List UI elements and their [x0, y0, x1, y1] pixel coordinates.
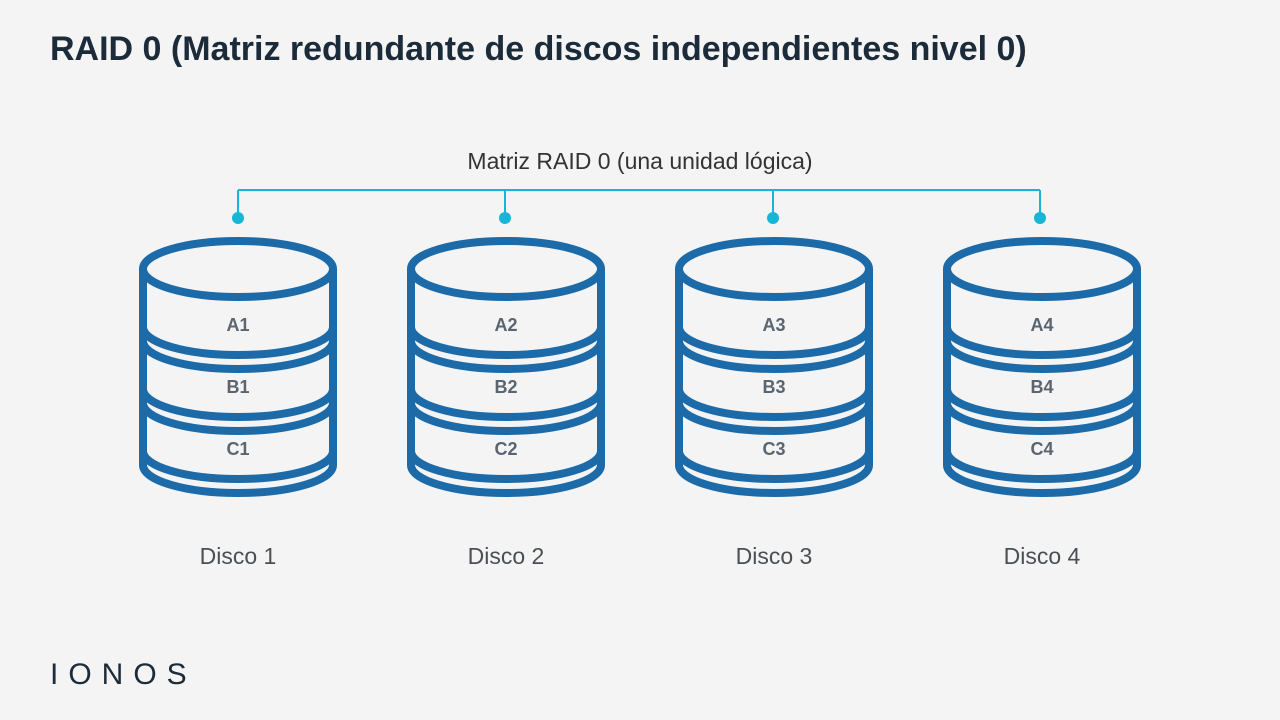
disk-segment-label: B3	[762, 377, 785, 397]
disk-segment-label: C3	[762, 439, 785, 459]
diagram-title: RAID 0 (Matriz redundante de discos inde…	[50, 30, 1027, 69]
disk-column: A4 B4 C4 Disco 4	[935, 235, 1149, 570]
connector-bracket	[0, 180, 1280, 230]
disk-segment-label: A4	[1030, 315, 1053, 335]
disk-cylinder-icon: A4 B4 C4	[935, 235, 1149, 525]
disk-column: A2 B2 C2 Disco 2	[399, 235, 613, 570]
disk-cylinder-icon: A3 B3 C3	[667, 235, 881, 525]
disk-segment-label: B1	[226, 377, 249, 397]
disk-cylinder-icon: A1 B1 C1	[131, 235, 345, 525]
disk-label: Disco 2	[468, 543, 545, 570]
disk-segment-label: B4	[1030, 377, 1053, 397]
disk-label: Disco 4	[1004, 543, 1081, 570]
disk-column: A3 B3 C3 Disco 3	[667, 235, 881, 570]
diagram-subtitle: Matriz RAID 0 (una unidad lógica)	[0, 148, 1280, 175]
disk-segment-label: B2	[494, 377, 517, 397]
disk-label: Disco 1	[200, 543, 277, 570]
disk-label: Disco 3	[736, 543, 813, 570]
disk-column: A1 B1 C1 Disco 1	[131, 235, 345, 570]
diagram-canvas: RAID 0 (Matriz redundante de discos inde…	[0, 0, 1280, 720]
disk-segment-label: A2	[494, 315, 517, 335]
disk-segment-label: C4	[1030, 439, 1053, 459]
disk-segment-label: C1	[226, 439, 249, 459]
disk-segment-label: C2	[494, 439, 517, 459]
disk-segment-label: A1	[226, 315, 249, 335]
disk-cylinder-icon: A2 B2 C2	[399, 235, 613, 525]
disk-segment-label: A3	[762, 315, 785, 335]
brand-logo: IONOS	[50, 658, 197, 692]
disks-row: A1B1C1Disco 1A2B2C2Disco 2A3B3C3Disco 3A…	[0, 235, 1280, 570]
